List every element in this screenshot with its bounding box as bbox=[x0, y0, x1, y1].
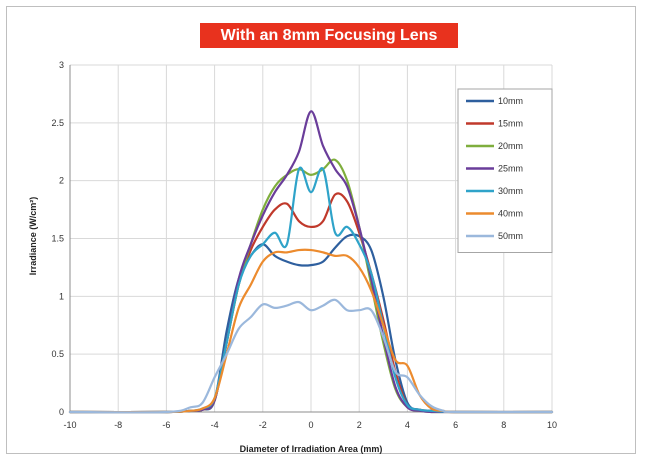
legend-label-25mm: 25mm bbox=[498, 164, 523, 174]
x-axis-title: Diameter of Irradiation Area (mm) bbox=[240, 444, 383, 454]
grid bbox=[69, 64, 553, 413]
series-line-50mm bbox=[68, 298, 554, 414]
y-tick-label: 1.5 bbox=[51, 234, 64, 244]
x-tick-label: -2 bbox=[259, 420, 267, 430]
chart-title: With an 8mm Focusing Lens bbox=[200, 23, 458, 48]
x-tick-label: -6 bbox=[162, 420, 170, 430]
x-tick-label: 6 bbox=[453, 420, 458, 430]
x-tick-label: 8 bbox=[501, 420, 506, 430]
legend-label-50mm: 50mm bbox=[498, 231, 523, 241]
x-tick-label: 10 bbox=[547, 420, 557, 430]
series-lines bbox=[68, 110, 554, 414]
y-tick-label: 0.5 bbox=[51, 349, 64, 359]
x-tick-label: -10 bbox=[63, 420, 76, 430]
legend-label-10mm: 10mm bbox=[498, 96, 523, 106]
x-tick-label: 2 bbox=[357, 420, 362, 430]
y-tick-label: 2 bbox=[59, 176, 64, 186]
x-tick-label: -8 bbox=[114, 420, 122, 430]
legend-label-20mm: 20mm bbox=[498, 141, 523, 151]
x-tick-label: 4 bbox=[405, 420, 410, 430]
legend-label-40mm: 40mm bbox=[498, 209, 523, 219]
y-tick-label: 2.5 bbox=[51, 118, 64, 128]
legend-label-15mm: 15mm bbox=[498, 119, 523, 129]
legend-label-30mm: 30mm bbox=[498, 186, 523, 196]
y-tick-label: 0 bbox=[59, 407, 64, 417]
y-tick-label: 1 bbox=[59, 291, 64, 301]
y-axis-title: Irradiance (W/cm²) bbox=[28, 197, 38, 276]
y-tick-label: 3 bbox=[59, 60, 64, 70]
x-tick-label: 0 bbox=[308, 420, 313, 430]
legend: 10mm 15mm 20mm 25mm 30mm 40mm 50mm bbox=[457, 88, 553, 253]
x-tick-label: -4 bbox=[211, 420, 219, 430]
legend-box bbox=[457, 88, 553, 253]
